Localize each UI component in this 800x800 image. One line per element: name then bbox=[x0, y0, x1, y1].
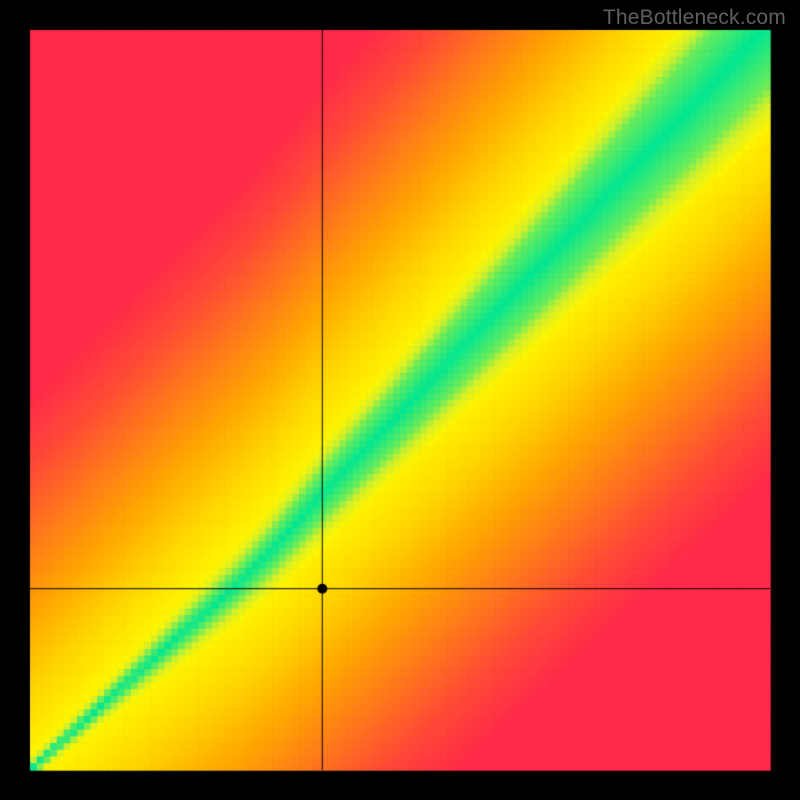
watermark-text: TheBottleneck.com bbox=[603, 6, 786, 30]
bottleneck-heatmap bbox=[0, 0, 800, 800]
chart-container: TheBottleneck.com bbox=[0, 0, 800, 800]
